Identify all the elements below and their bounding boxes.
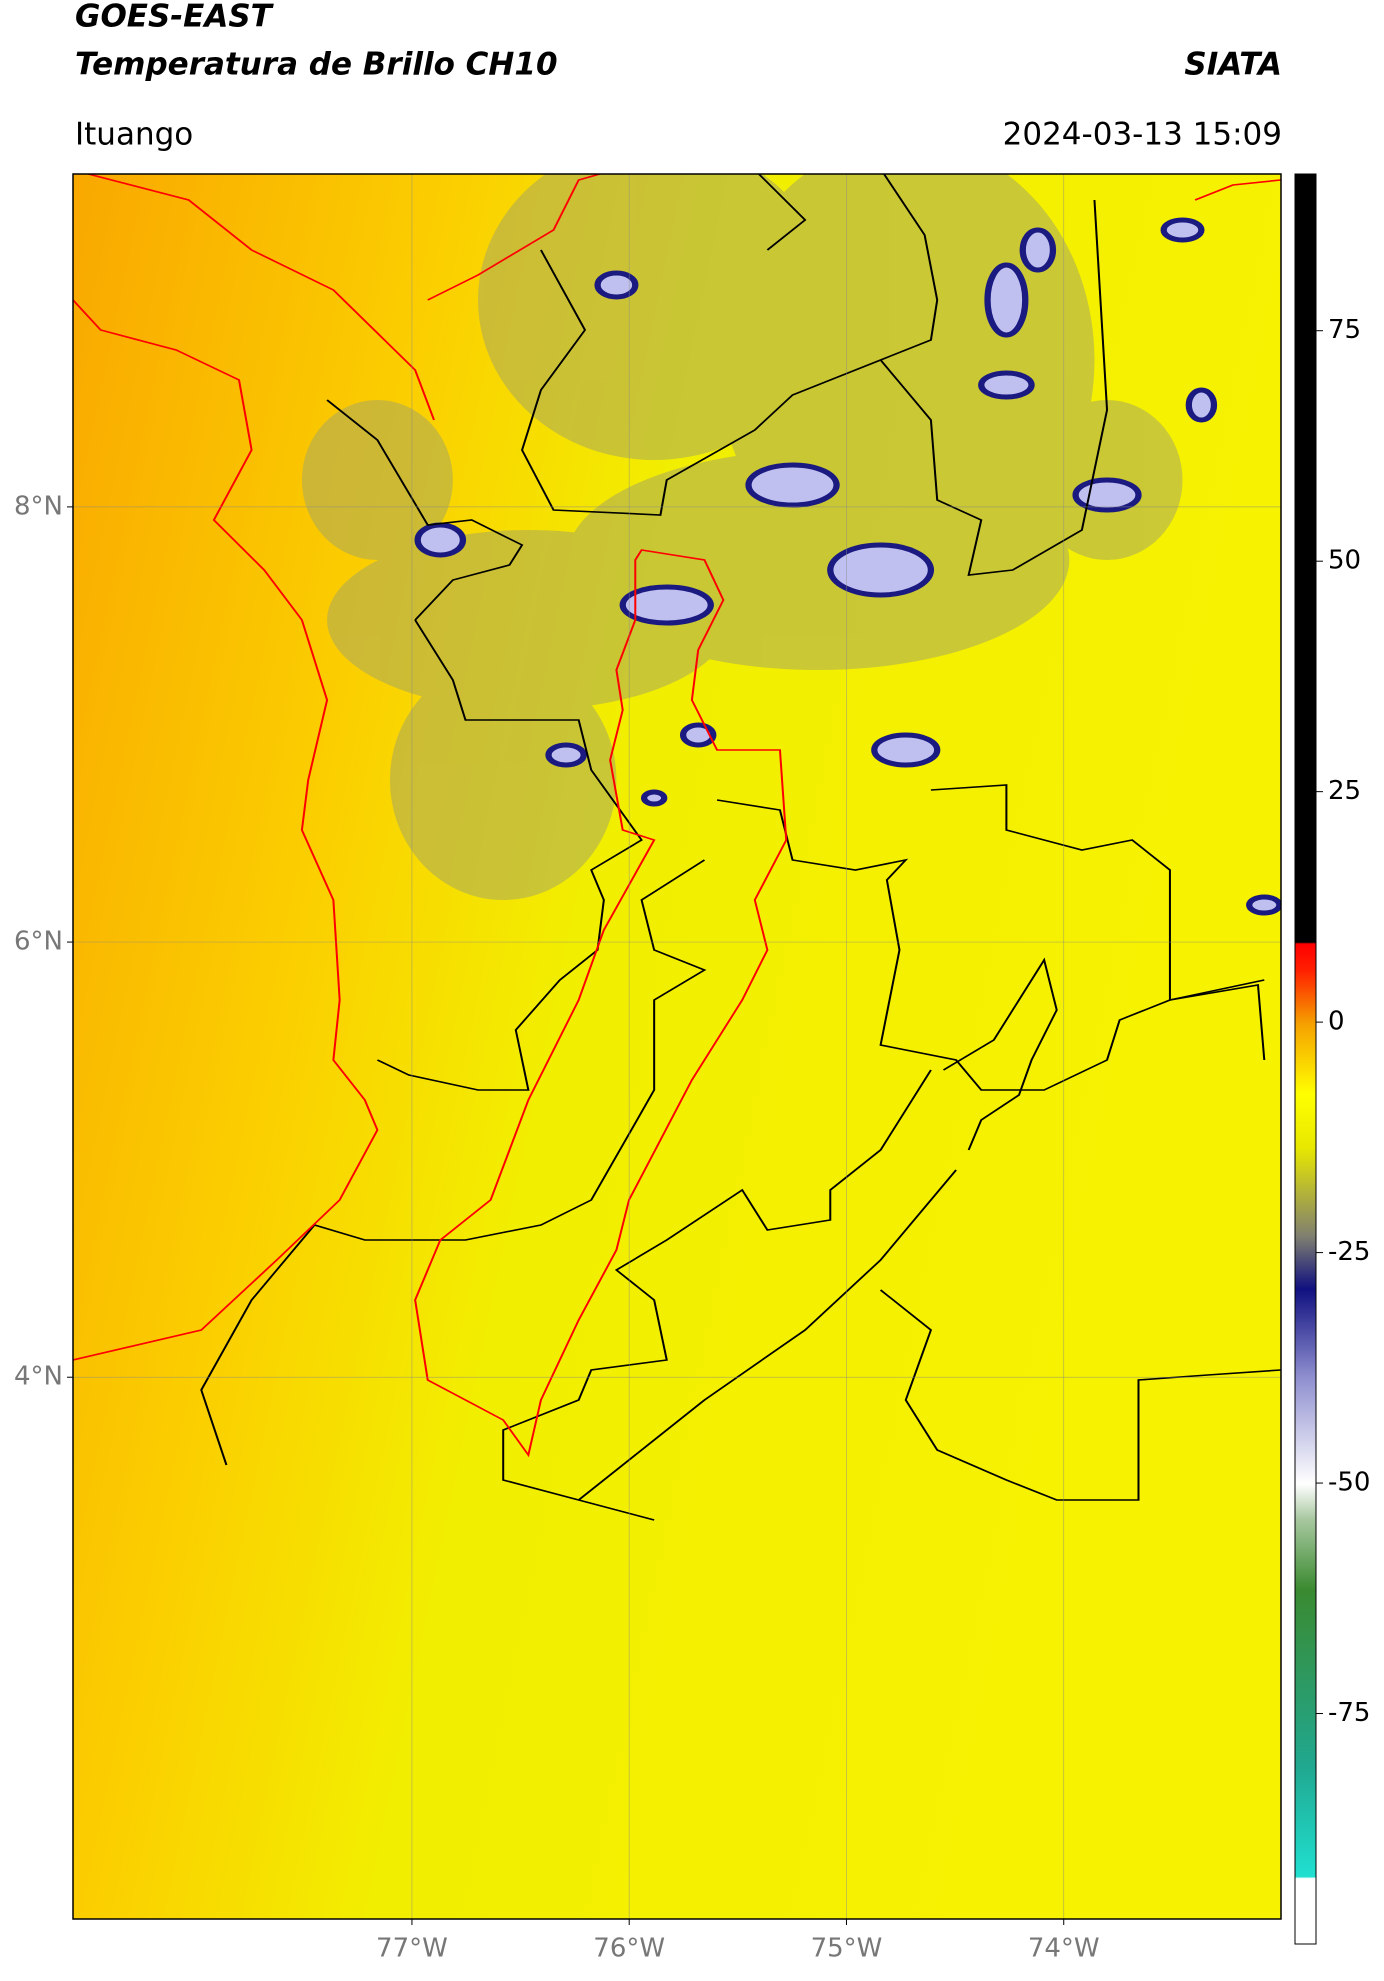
colorbar-tick-label: -25: [1328, 1237, 1370, 1267]
y-tick-label: 8°N: [14, 491, 63, 521]
location: Ituango: [75, 117, 193, 153]
title: GOES-EAST: [75, 0, 275, 35]
y-tick-label: 6°N: [14, 927, 63, 957]
colorbar-tick-label: -75: [1328, 1698, 1370, 1728]
colorbar-tick-label: 50: [1328, 546, 1361, 576]
map-frame: [72, 173, 1282, 1920]
colorbar-tick-label: 25: [1328, 776, 1361, 806]
datetime: 2024-03-13 15:09: [1003, 117, 1282, 153]
subtitle: Temperatura de Brillo CH10: [75, 47, 558, 83]
colorbar-tick-label: 75: [1328, 315, 1361, 345]
colorbar: [1294, 173, 1317, 1945]
x-tick-label: 75°W: [811, 1934, 883, 1964]
y-tick-label: 4°N: [14, 1362, 63, 1392]
x-tick-label: 77°W: [376, 1934, 448, 1964]
map-image: [73, 174, 1281, 1919]
colorbar-tick-label: -50: [1328, 1468, 1370, 1498]
x-tick-label: 76°W: [593, 1934, 665, 1964]
colorbar-tick-label: 0: [1328, 1007, 1345, 1037]
x-tick-label: 74°W: [1028, 1934, 1100, 1964]
source: SIATA: [1184, 47, 1282, 83]
